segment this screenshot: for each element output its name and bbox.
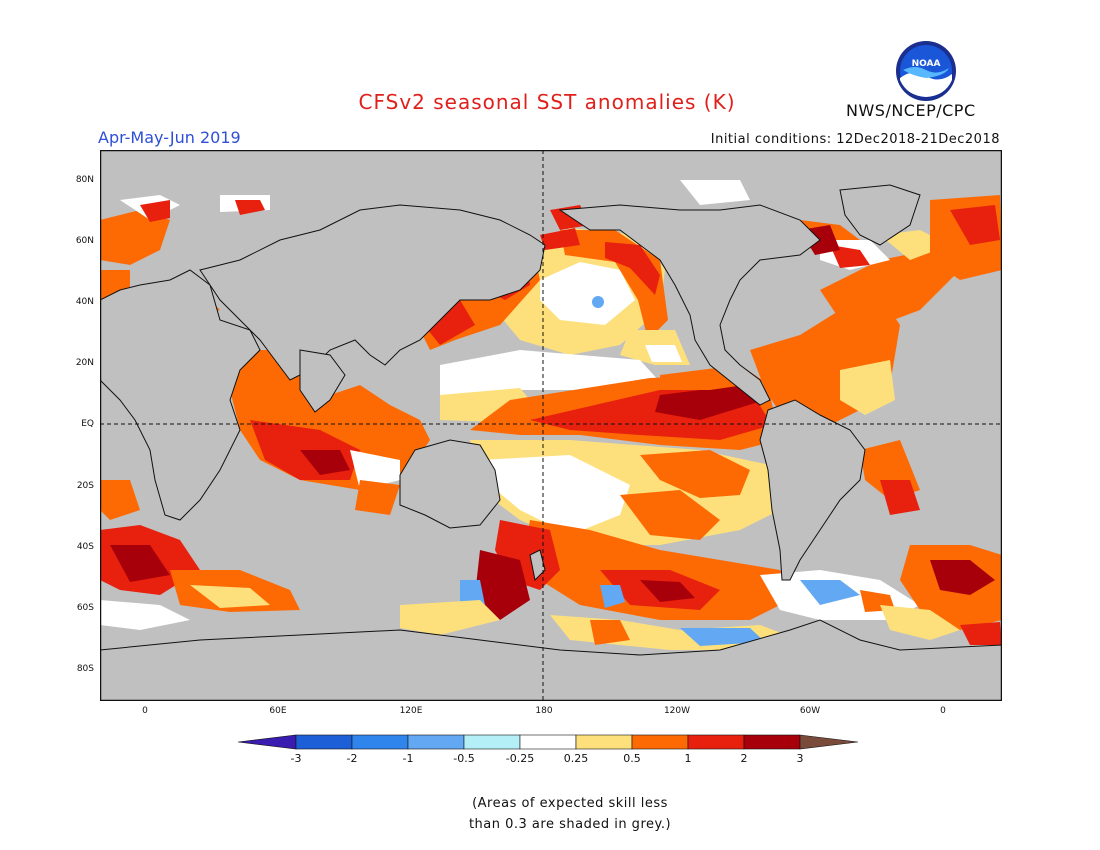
forecast-period: Apr-May-Jun 2019 [98, 128, 241, 147]
new-zealand [529, 549, 546, 582]
colorbar-cell [743, 734, 801, 750]
lat-label: 40S [76, 542, 94, 552]
lat-label: 40N [75, 297, 94, 307]
colorbar-cell [463, 734, 521, 750]
colorbar-tick-label: -3 [290, 752, 302, 765]
colorbar-cell [351, 734, 409, 750]
indian-ocean-anomalies [230, 350, 430, 515]
colorbar-tick-label: 1 [684, 752, 692, 765]
skill-note-line2: than 0.3 are shaded in grey.) [468, 817, 672, 832]
lat-label: 80S [76, 664, 94, 674]
chart-title: CFSv2 seasonal SST anomalies (K) [358, 90, 736, 114]
colorbar-tick-label: -2 [346, 752, 358, 765]
colorbar-tick-label: 3 [796, 752, 804, 765]
southern-ocean-anomalies [100, 480, 1002, 645]
lat-label: 20S [76, 481, 94, 491]
colorbar-cell [295, 734, 353, 750]
lat-label: EQ [81, 419, 94, 429]
colorbar-cell [575, 734, 633, 750]
sst-anomaly-map [100, 150, 1002, 701]
lat-label: 80N [75, 175, 94, 185]
lon-label: 120E [399, 706, 423, 716]
colorbar-tick-label: 0.25 [563, 752, 589, 765]
colorbar-tick-label: -0.5 [453, 752, 475, 765]
australia [399, 439, 501, 529]
noaa-logo: NOAA [896, 41, 956, 101]
lat-label: 20N [75, 358, 94, 368]
lon-label: 180 [535, 706, 553, 716]
continents [100, 184, 1002, 701]
colorbar-cell [407, 734, 465, 750]
agency-label: NWS/NCEP/CPC [846, 101, 976, 120]
north-america [558, 204, 821, 406]
lon-label: 60W [799, 706, 821, 716]
pacific-anomalies [400, 228, 800, 650]
lon-label: 0 [940, 706, 946, 716]
colorbar-tick-label: 2 [740, 752, 748, 765]
colorbar-arrow-low [238, 734, 297, 750]
greenland [839, 184, 921, 246]
asia-mainland [199, 204, 546, 381]
india [299, 349, 346, 413]
eurasia-africa [100, 269, 261, 521]
south-america [759, 399, 866, 581]
skill-note-line1: (Areas of expected skill less [472, 796, 668, 811]
atlantic-anomalies [750, 220, 960, 620]
colorbar-arrow-high [799, 734, 859, 750]
lon-label: 60E [269, 706, 287, 716]
colorbar-tick-label: -1 [402, 752, 414, 765]
lon-label: 0 [142, 706, 148, 716]
colorbar-tick-label: -0.25 [505, 752, 535, 765]
colorbar-cell [631, 734, 689, 750]
colorbar-cell [519, 734, 577, 750]
colorbar [238, 734, 859, 750]
lon-label: 120W [663, 706, 691, 716]
antarctica [100, 619, 1002, 701]
noaa-logo-text: NOAA [912, 59, 941, 69]
map-frame [100, 150, 1002, 701]
lat-label: 60S [76, 603, 94, 613]
lat-label: 60N [75, 236, 94, 246]
colorbar-tick-label: 0.5 [623, 752, 641, 765]
initial-conditions: Initial conditions: 12Dec2018-21Dec2018 [710, 132, 1000, 147]
skill-note: (Areas of expected skill less than 0.3 a… [420, 793, 720, 835]
colorbar-cell [687, 734, 745, 750]
